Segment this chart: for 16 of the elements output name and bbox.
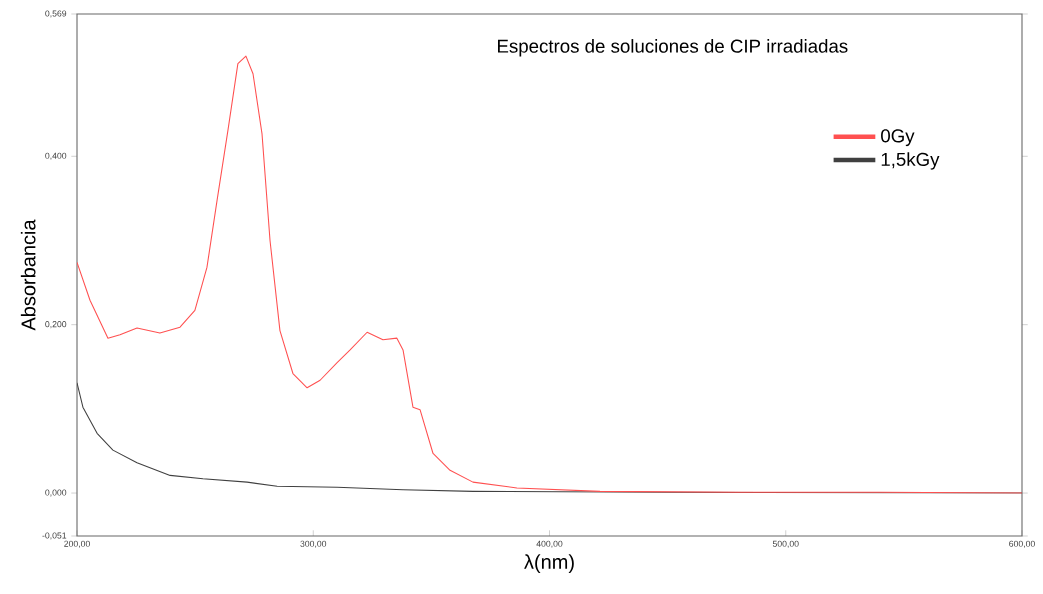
x-axis-title: λ(nm) — [524, 554, 574, 573]
x-tick-label: 300,00 — [300, 540, 327, 548]
x-tick-label: 200,00 — [64, 540, 90, 548]
y-tick-label: 0,000 — [45, 489, 67, 497]
y-tick-label: -0,051 — [42, 532, 67, 540]
x-tick-label: 600,00 — [1009, 540, 1035, 548]
legend-label: 1,5kGy — [881, 152, 940, 170]
y-axis-title: Absorbancia — [20, 219, 36, 331]
y-tick-label: 0,200 — [45, 321, 67, 329]
legend-label: 0Gy — [881, 129, 915, 147]
x-tick-label: 500,00 — [772, 540, 799, 548]
text: Espectros de soluciones de CIP irradiadas — [498, 39, 848, 57]
line-series — [77, 55, 1022, 494]
y-tick-label: 0,569 — [45, 10, 67, 18]
x-tick-label: 400,00 — [536, 540, 563, 548]
y-tick-label: 0,400 — [45, 152, 67, 160]
